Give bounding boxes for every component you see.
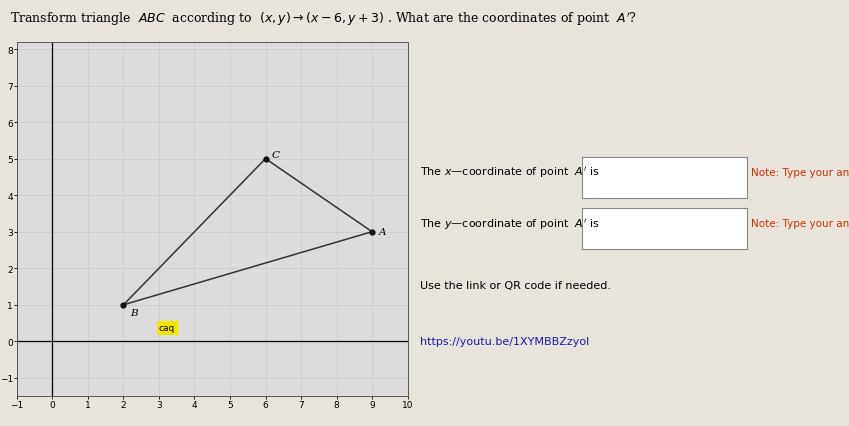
Text: https://youtu.be/1XYMBBZzyol: https://youtu.be/1XYMBBZzyol: [420, 336, 589, 346]
Text: The $y$—coordinate of point  $A'$ is: The $y$—coordinate of point $A'$ is: [420, 216, 599, 231]
Text: Transform triangle  $ABC$  according to  $(x, y) \rightarrow (x-6, y+3)$ . What : Transform triangle $ABC$ according to $(…: [10, 11, 638, 28]
Text: The $x$—coordinate of point  $A'$ is: The $x$—coordinate of point $A'$ is: [420, 165, 599, 180]
Text: Note: Type your answer with no spaces.: Note: Type your answer with no spaces.: [751, 219, 849, 229]
Text: C: C: [272, 150, 280, 159]
Text: A: A: [379, 227, 386, 236]
Text: Note: Type your answer with no spaces.: Note: Type your answer with no spaces.: [751, 167, 849, 178]
Text: Use the link or QR code if needed.: Use the link or QR code if needed.: [420, 280, 611, 291]
Text: caq: caq: [159, 324, 175, 333]
Text: B: B: [130, 308, 138, 317]
